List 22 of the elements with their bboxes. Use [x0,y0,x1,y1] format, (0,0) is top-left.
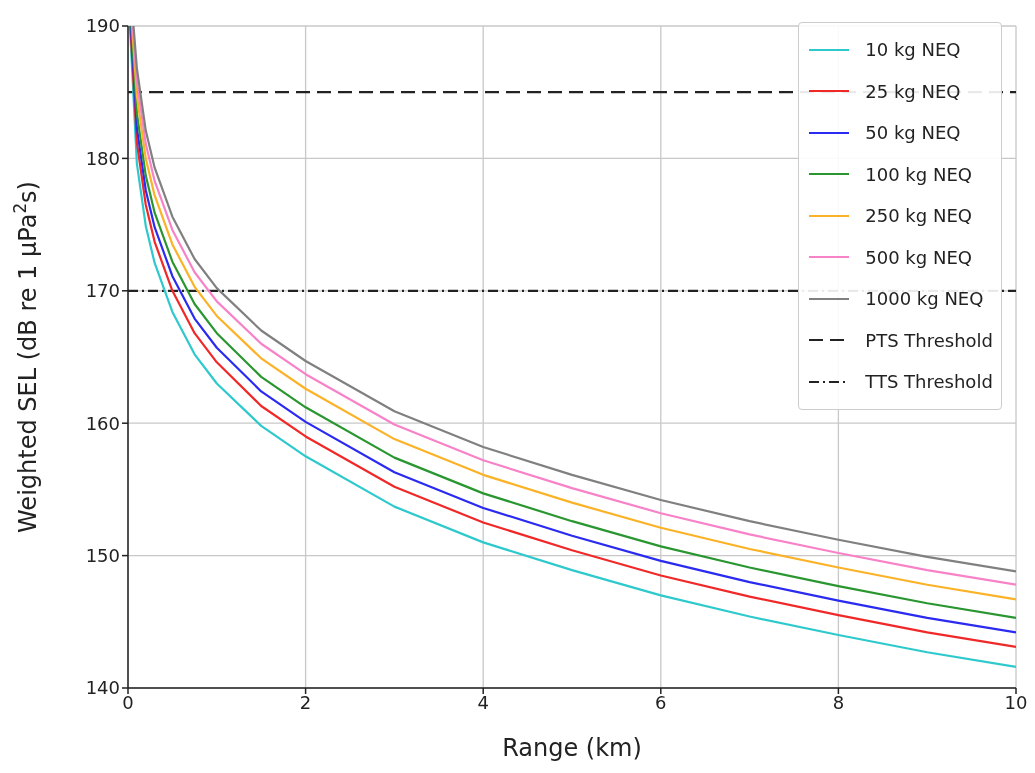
x-axis-title: Range (km) [502,734,642,762]
legend-label: 25 kg NEQ [865,80,961,102]
legend-label: 1000 kg NEQ [865,288,984,310]
x-tick-label: 6 [655,691,667,713]
y-tick-label: 150 [85,544,120,566]
y-tick-label: 140 [85,677,120,699]
y-tick-label: 170 [85,280,120,302]
x-tick-label: 2 [299,691,312,713]
legend-label: 100 kg NEQ [865,163,972,185]
y-tick-label: 190 [85,15,120,37]
y-tick-label: 160 [85,412,120,434]
legend-label: TTS Threshold [865,371,993,393]
legend-label: 10 kg NEQ [865,39,961,61]
legend-label: 250 kg NEQ [865,205,972,227]
x-tick-label: 0 [122,691,134,713]
x-tick-label: 8 [832,691,845,713]
legend-label: 50 kg NEQ [865,122,961,144]
x-tick-label: 4 [477,691,489,713]
legend-label: 500 kg NEQ [865,246,972,268]
legend-label: PTS Threshold [865,329,993,351]
x-tick-label: 10 [1004,691,1028,713]
y-tick-label: 180 [85,147,120,169]
